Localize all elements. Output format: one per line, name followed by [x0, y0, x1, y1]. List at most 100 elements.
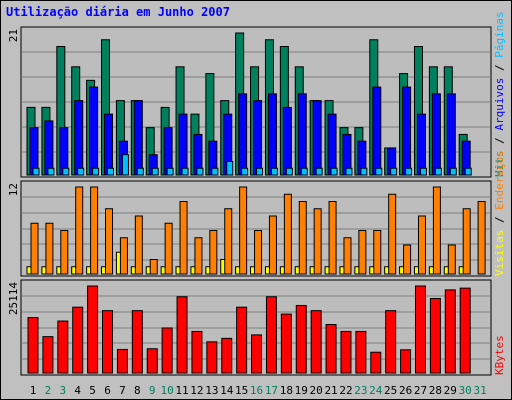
files-bar — [372, 86, 382, 176]
sites-bar — [134, 215, 143, 275]
kbytes-bar — [340, 330, 352, 374]
files-bar — [312, 100, 322, 176]
files-bar — [104, 113, 114, 176]
sites-bar — [313, 208, 322, 275]
pages-bar — [464, 167, 472, 176]
x-tick-label: 17 — [265, 384, 278, 397]
pages-bar — [181, 167, 189, 176]
sites-bar — [194, 237, 203, 275]
x-tick-label: 29 — [444, 384, 457, 397]
sites-bar — [239, 186, 248, 275]
kbytes-bar — [265, 296, 277, 374]
x-tick-label: 27 — [414, 384, 427, 397]
pages-bar — [77, 167, 85, 176]
panel-bottom-ymax-label: 25114 — [7, 282, 20, 315]
files-bar — [327, 113, 337, 176]
kbytes-bar — [87, 285, 99, 374]
pages-bar — [211, 167, 219, 176]
sites-bar — [179, 201, 188, 275]
pages-bar — [241, 167, 249, 176]
files-bar — [89, 86, 99, 176]
kbytes-bar — [57, 320, 69, 374]
x-tick-label: 13 — [205, 384, 218, 397]
pages-bar — [315, 167, 323, 176]
kbytes-bar — [459, 287, 471, 374]
pages-bar — [434, 167, 442, 176]
sites-bar — [90, 186, 99, 275]
sites-bar — [75, 186, 84, 275]
kbytes-bar — [131, 310, 143, 374]
kbytes-bar — [325, 324, 337, 374]
kbytes-bar — [251, 334, 263, 374]
sites-bar — [268, 215, 277, 275]
pages-bar — [107, 167, 115, 176]
x-tick-label: 8 — [134, 384, 141, 397]
pages-bar — [360, 167, 368, 176]
kbytes-bar — [191, 330, 203, 374]
pages-bar — [47, 167, 55, 176]
x-tick-label: 16 — [250, 384, 263, 397]
sites-bar — [60, 230, 69, 275]
x-tick-label: 1 — [30, 384, 37, 397]
x-tick-label: 2 — [45, 384, 52, 397]
pages-bar — [121, 154, 129, 176]
files-bar — [446, 93, 456, 176]
kbytes-bar — [385, 310, 397, 374]
pages-bar — [449, 167, 457, 176]
pages-bar — [330, 167, 338, 176]
files-bar — [133, 100, 143, 176]
sites-bar — [328, 201, 337, 275]
x-tick-label: 26 — [399, 384, 412, 397]
sites-bar — [209, 230, 218, 275]
sites-bar — [298, 201, 307, 275]
kbytes-bar — [429, 298, 441, 374]
chart-title: Utilização diária em Junho 2007 — [6, 5, 230, 19]
pages-bar — [285, 167, 293, 176]
pages-bar — [270, 167, 278, 176]
x-tick-label: 21 — [324, 384, 337, 397]
x-tick-label: 12 — [190, 384, 203, 397]
x-tick-label: 28 — [429, 384, 442, 397]
pages-bar — [226, 160, 234, 176]
kbytes-bar — [221, 337, 233, 374]
files-bar — [402, 86, 412, 176]
pages-bar — [256, 167, 264, 176]
legend-kbytes: KBytes — [493, 335, 506, 375]
files-bar — [74, 100, 84, 176]
pages-bar — [300, 167, 308, 176]
pages-bar — [345, 167, 353, 176]
pages-bar — [405, 167, 413, 176]
kbytes-bar — [370, 351, 382, 374]
x-tick-label: 15 — [235, 384, 248, 397]
files-bar — [267, 93, 277, 176]
files-bar — [238, 93, 248, 176]
x-tick-label: 14 — [220, 384, 234, 397]
x-tick-label: 10 — [161, 384, 174, 397]
x-tick-label: 3 — [59, 384, 66, 397]
x-tick-label: 19 — [295, 384, 308, 397]
x-tick-label: 9 — [149, 384, 156, 397]
x-tick-label: 22 — [339, 384, 352, 397]
kbytes-bar — [206, 341, 218, 374]
x-tick-label: 20 — [310, 384, 323, 397]
kbytes-bar — [176, 296, 188, 374]
kbytes-bar — [42, 336, 54, 374]
sites-bar — [30, 222, 39, 275]
kbytes-bar — [236, 306, 248, 374]
sites-bar — [373, 230, 382, 275]
x-tick-label: 18 — [280, 384, 293, 397]
kbytes-bar — [444, 289, 456, 374]
sites-bar — [417, 215, 426, 275]
sites-bar — [343, 237, 352, 275]
files-bar — [282, 106, 292, 176]
kbytes-bar — [72, 306, 84, 374]
x-tick-label: 30 — [459, 384, 472, 397]
sites-bar — [224, 208, 233, 275]
pages-bar — [375, 167, 383, 176]
kbytes-bar — [116, 348, 128, 374]
x-tick-label: 7 — [119, 384, 126, 397]
panel-middle-ymax-label: 12 — [7, 183, 20, 196]
pages-bar — [390, 167, 398, 176]
legend-hits-files-pages: Hits / Arquivos / Páginas — [493, 11, 506, 177]
